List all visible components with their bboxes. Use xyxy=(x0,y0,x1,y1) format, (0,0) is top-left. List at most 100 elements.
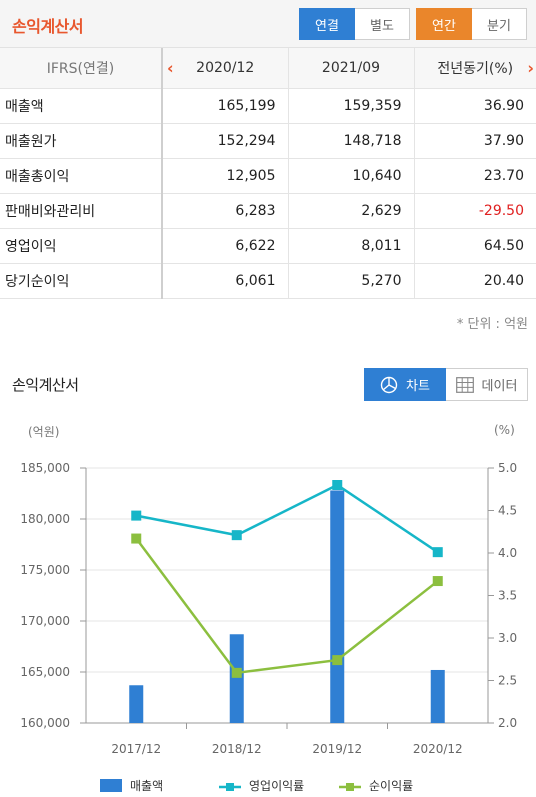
table-cell: 8,011 xyxy=(288,228,415,264)
table-header-row: IFRS(연결) ‹ 2020/12 2021/09 전년동기(%) › xyxy=(0,48,536,89)
table-cell: 12,905 xyxy=(162,158,289,194)
table-cell: 152,294 xyxy=(162,123,289,159)
chart-legend: 매출액 영업이익률 순이익률 xyxy=(0,777,536,797)
table-cell: 159,359 xyxy=(288,88,415,124)
table-cell: 37.90 xyxy=(414,123,536,159)
table-cell: 10,640 xyxy=(288,158,415,194)
point-operating-margin xyxy=(231,530,242,541)
legend-line-swatch xyxy=(219,781,241,791)
point-net-margin xyxy=(332,655,343,666)
chart-section-title: 손익계산서 xyxy=(12,376,79,394)
top-bar: 손익계산서 연결 별도 연간 분기 xyxy=(0,0,536,48)
table-cell: 64.50 xyxy=(414,228,536,264)
bar-revenue xyxy=(129,685,144,723)
legend-bar-swatch xyxy=(100,779,122,792)
column-header: ‹ 2020/12 xyxy=(162,48,289,89)
point-operating-margin xyxy=(432,547,443,558)
row-label: 판매비와관리비 xyxy=(0,193,163,229)
chevron-right-icon[interactable]: › xyxy=(527,58,534,78)
left-axis-tick-label: 180,000 xyxy=(20,512,70,526)
row-label: 매출원가 xyxy=(0,123,163,159)
right-axis-tick-label: 4.5 xyxy=(498,504,517,518)
legend-label: 순이익률 xyxy=(369,779,414,793)
column-header-label: 전년동기(%) xyxy=(437,60,514,77)
legend-label: 영업이익률 xyxy=(249,779,305,793)
table-cell: 148,718 xyxy=(288,123,415,159)
legend-item[interactable]: 순이익률 xyxy=(339,777,413,794)
right-axis-tick-label: 3.0 xyxy=(498,631,517,645)
legend-label: 매출액 xyxy=(130,779,164,793)
income-statement-table: IFRS(연결) ‹ 2020/12 2021/09 전년동기(%) › 매출액… xyxy=(0,48,536,299)
right-axis-tick-label: 5.0 xyxy=(498,461,517,475)
column-header-label: 2020/12 xyxy=(196,59,255,76)
left-axis-tick-label: 160,000 xyxy=(20,716,70,730)
bar-revenue xyxy=(330,490,345,723)
point-operating-margin xyxy=(131,510,142,521)
point-operating-margin xyxy=(332,480,343,490)
line-operating-margin xyxy=(136,483,439,554)
data-view-button[interactable]: 데이터 xyxy=(446,368,528,401)
line-net-margin xyxy=(135,537,439,675)
income-chart: 185,000 180,000 175,000 170,000 165,000 160,0… xyxy=(20,461,517,756)
page-title: 손익계산서 xyxy=(12,17,84,36)
bar-revenue xyxy=(430,669,445,723)
table-cell: 36.90 xyxy=(414,88,536,124)
data-view-label: 데이터 xyxy=(481,379,518,394)
table-cell: 6,061 xyxy=(162,263,289,299)
legend-item[interactable]: 매출액 xyxy=(100,777,163,794)
chevron-left-icon[interactable]: ‹ xyxy=(167,58,174,78)
column-header: 전년동기(%) › xyxy=(414,48,536,89)
table-cell: -29.50 xyxy=(414,193,536,229)
table-cell: 6,622 xyxy=(162,228,289,264)
left-axis-tick-label: 165,000 xyxy=(20,665,70,679)
table-cell: 20.40 xyxy=(414,263,536,299)
table-row: 매출액 165,199 159,359 36.90 xyxy=(0,88,536,124)
left-axis-tick-label: 175,000 xyxy=(20,563,70,577)
table-cell: 6,283 xyxy=(162,193,289,229)
right-axis-tick-label: 4.0 xyxy=(498,546,517,560)
pie-chart-icon xyxy=(380,376,398,394)
column-header-label: 2021/09 xyxy=(321,59,381,76)
x-axis-tick-label: 2020/12 xyxy=(413,742,463,756)
table-row: 매출원가 152,294 148,718 37.90 xyxy=(0,123,536,159)
left-axis-tick-label: 170,000 xyxy=(20,614,70,628)
left-axis-unit: (억원) xyxy=(28,425,60,439)
period-toggle: 연간 분기 xyxy=(416,8,527,40)
column-header: 2021/09 xyxy=(288,48,415,89)
grid-table-icon xyxy=(455,376,474,393)
table-cell: 23.70 xyxy=(414,158,536,194)
x-axis-tick-label: 2019/12 xyxy=(312,742,362,756)
row-label: 영업이익 xyxy=(0,228,163,264)
legend-line-swatch xyxy=(339,781,361,791)
right-axis-tick-label: 2.5 xyxy=(498,674,517,688)
bar-revenue xyxy=(229,634,244,723)
right-axis-tick-label: 3.5 xyxy=(498,589,517,603)
x-axis-tick-label: 2017/12 xyxy=(111,742,161,756)
row-label: 매출총이익 xyxy=(0,158,163,194)
left-axis-tick-label: 185,000 xyxy=(20,461,70,475)
separate-tab[interactable]: 별도 xyxy=(355,8,410,40)
quarterly-tab[interactable]: 분기 xyxy=(472,8,527,40)
annual-tab[interactable]: 연간 xyxy=(416,8,472,40)
point-net-margin xyxy=(231,667,242,678)
table-cell: 2,629 xyxy=(288,193,415,229)
legend-item[interactable]: 영업이익률 xyxy=(219,777,304,794)
right-axis-tick-label: 2.0 xyxy=(498,716,517,730)
table-cell: 165,199 xyxy=(162,88,289,124)
table-row: 당기순이익 6,061 5,270 20.40 xyxy=(0,263,536,299)
table-cell: 5,270 xyxy=(288,263,415,299)
row-label: 매출액 xyxy=(0,88,163,124)
view-toggle: 차트 데이터 xyxy=(364,368,528,401)
unit-note: * 단위 : 억원 xyxy=(456,317,528,332)
consolidated-tab[interactable]: 연결 xyxy=(299,8,355,40)
chart-view-button[interactable]: 차트 xyxy=(364,368,446,401)
ifrs-header: IFRS(연결) xyxy=(0,48,163,89)
chart-view-label: 차트 xyxy=(406,379,430,394)
point-net-margin xyxy=(131,533,142,544)
row-label: 당기순이익 xyxy=(0,263,163,299)
point-net-margin xyxy=(432,576,443,587)
x-axis-tick-label: 2018/12 xyxy=(212,742,262,756)
consolidation-toggle: 연결 별도 xyxy=(299,8,410,40)
table-row: 매출총이익 12,905 10,640 23.70 xyxy=(0,158,536,194)
table-row: 영업이익 6,622 8,011 64.50 xyxy=(0,228,536,264)
